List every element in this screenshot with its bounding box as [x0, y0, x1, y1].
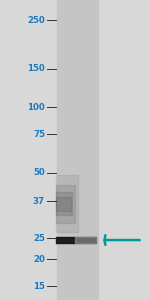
Text: 37: 37 [33, 196, 45, 206]
Text: 25: 25 [33, 234, 45, 243]
Text: 50: 50 [33, 168, 45, 177]
Text: 150: 150 [27, 64, 45, 73]
Text: 100: 100 [27, 103, 45, 112]
Text: 15: 15 [33, 282, 45, 291]
Text: 20: 20 [33, 255, 45, 264]
Text: 75: 75 [33, 130, 45, 139]
Text: 250: 250 [27, 16, 45, 25]
